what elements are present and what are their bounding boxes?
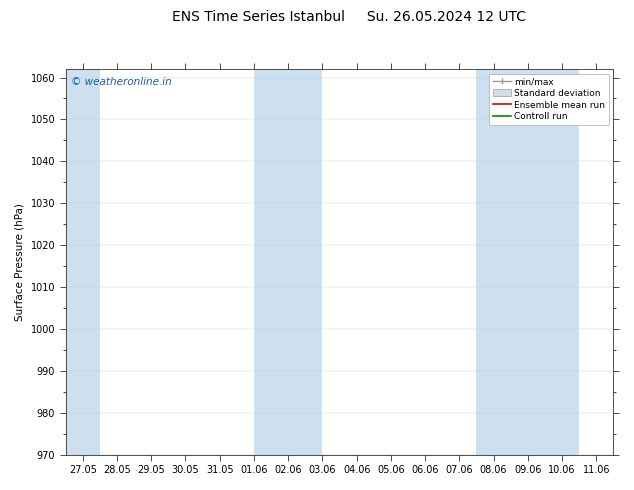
Bar	[477, 69, 579, 455]
Y-axis label: Surface Pressure (hPa): Surface Pressure (hPa)	[15, 203, 25, 321]
Legend: min/max, Standard deviation, Ensemble mean run, Controll run: min/max, Standard deviation, Ensemble me…	[489, 74, 609, 125]
Text: © weatheronline.in: © weatheronline.in	[71, 77, 172, 87]
Bar	[65, 69, 100, 455]
Text: ENS Time Series Istanbul     Su. 26.05.2024 12 UTC: ENS Time Series Istanbul Su. 26.05.2024 …	[172, 10, 526, 24]
Bar	[254, 69, 323, 455]
